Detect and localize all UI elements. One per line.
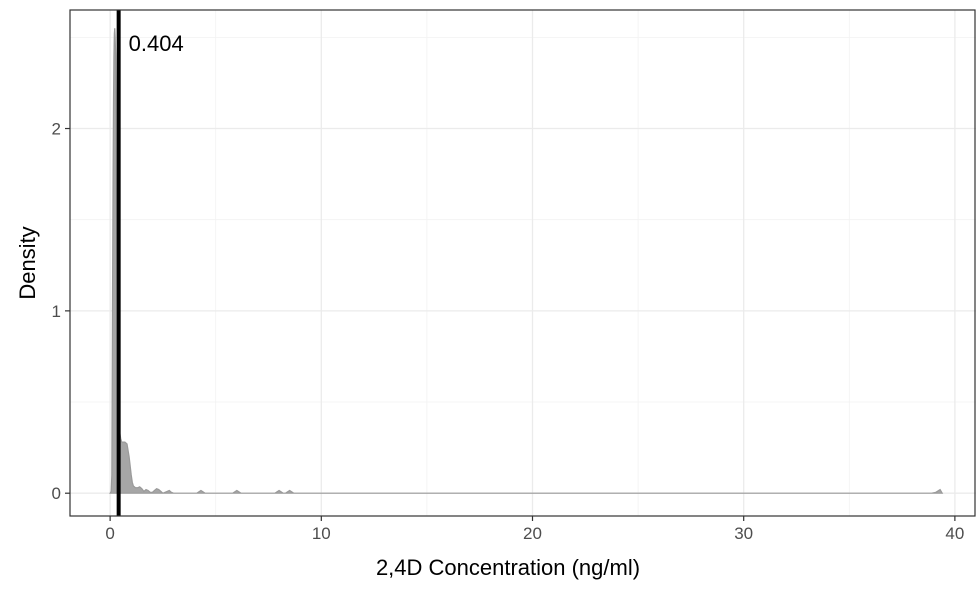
x-tick-label: 20 bbox=[523, 524, 542, 543]
x-tick-label: 30 bbox=[734, 524, 753, 543]
y-tick-label: 1 bbox=[52, 302, 61, 321]
y-tick-label: 0 bbox=[52, 484, 61, 503]
density-area bbox=[109, 28, 944, 494]
value-line-label: 0.404 bbox=[129, 31, 184, 56]
grid-lines bbox=[70, 10, 976, 516]
x-axis: 0 10 20 30 40 bbox=[105, 516, 964, 543]
plot-panel bbox=[70, 10, 976, 516]
x-tick-label: 10 bbox=[312, 524, 331, 543]
y-axis-title: Density bbox=[15, 226, 40, 299]
y-axis: 0 1 2 bbox=[52, 120, 70, 503]
x-axis-title: 2,4D Concentration (ng/ml) bbox=[376, 555, 640, 580]
y-tick-label: 2 bbox=[52, 120, 61, 139]
plot-panel-border bbox=[69, 9, 976, 517]
x-tick-label: 0 bbox=[105, 524, 114, 543]
x-tick-label: 40 bbox=[945, 524, 964, 543]
